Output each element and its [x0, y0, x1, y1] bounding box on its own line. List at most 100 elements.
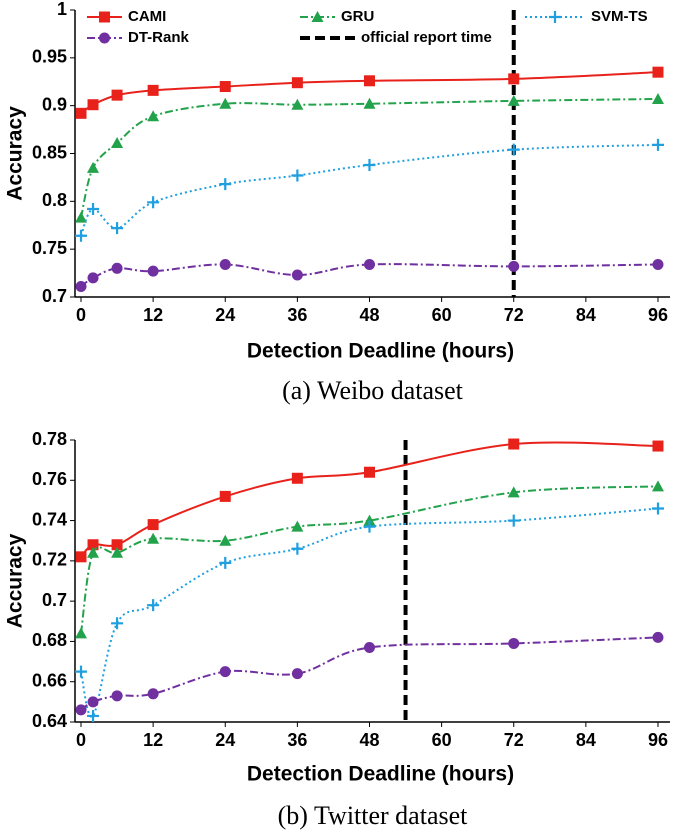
legend-label: SVM-TS: [591, 8, 648, 25]
marker: [363, 97, 376, 109]
y-tick-label: 0.9: [42, 94, 67, 114]
series-line: [80, 507, 659, 718]
marker: [363, 75, 375, 87]
marker: [147, 84, 159, 96]
series-line: [80, 485, 659, 634]
x-axis-label: Detection Deadline (hours): [247, 340, 514, 363]
y-tick-label: 0.8: [42, 190, 67, 210]
marker: [219, 666, 231, 678]
marker: [508, 637, 520, 649]
marker: [508, 438, 520, 450]
series-line: [80, 97, 658, 218]
marker: [219, 490, 231, 502]
y-tick-label: 0.76: [32, 469, 67, 489]
marker: [652, 440, 664, 452]
marker: [291, 472, 303, 484]
marker: [87, 546, 100, 558]
caption: (a) Weibo dataset: [282, 376, 464, 405]
y-tick-label: 0.72: [32, 550, 67, 570]
x-tick-label: 0: [76, 305, 86, 325]
x-tick-label: 96: [648, 305, 668, 325]
marker: [651, 502, 664, 515]
x-tick-label: 48: [359, 305, 379, 325]
marker: [75, 665, 88, 678]
marker: [508, 260, 520, 272]
marker: [75, 211, 88, 223]
marker: [147, 688, 159, 700]
marker: [147, 110, 160, 122]
marker: [652, 258, 664, 270]
y-tick-label: 0.64: [32, 711, 67, 731]
y-tick-label: 0.74: [32, 509, 67, 529]
marker: [363, 520, 376, 533]
x-tick-label: 72: [504, 730, 524, 750]
marker: [652, 66, 664, 78]
y-tick-label: 0.7: [42, 590, 67, 610]
marker: [147, 532, 160, 544]
x-tick-label: 48: [359, 730, 379, 750]
marker: [363, 514, 376, 526]
series-line: [80, 441, 658, 558]
x-tick-label: 24: [215, 730, 235, 750]
marker: [219, 97, 232, 109]
marker: [75, 551, 87, 563]
marker: [99, 11, 110, 23]
x-axis-label: Detection Deadline (hours): [247, 763, 514, 786]
y-tick-label: 0.85: [32, 142, 67, 162]
marker: [219, 258, 231, 270]
x-tick-label: 12: [143, 730, 163, 750]
x-tick-label: 36: [287, 305, 307, 325]
marker: [219, 178, 232, 191]
marker: [147, 519, 159, 531]
marker: [219, 81, 231, 93]
marker: [291, 520, 304, 532]
marker: [652, 631, 664, 643]
y-tick-label: 0.66: [32, 670, 67, 690]
marker: [111, 546, 124, 558]
series-line: [80, 143, 659, 237]
x-tick-label: 84: [576, 730, 596, 750]
legend-label: official report time: [361, 29, 492, 46]
chart: 0.7 0.75 0.8 0.85 0.9 0.95 1 0 12 24 36 48 60 72 84 96 A…: [4, 0, 670, 405]
caption: (b) Twitter dataset: [278, 801, 469, 830]
marker: [75, 229, 88, 242]
marker: [311, 11, 324, 22]
marker: [147, 196, 160, 209]
marker: [507, 514, 520, 527]
marker: [111, 539, 123, 551]
x-tick-label: 84: [576, 305, 596, 325]
legend-label: CAMI: [128, 8, 166, 25]
x-tick-label: 0: [76, 730, 86, 750]
marker: [291, 542, 304, 555]
chart: 0.64 0.66 0.68 0.7 0.72 0.74 0.76 0.78 0 12 24 36 48…: [4, 429, 670, 830]
marker: [651, 92, 664, 104]
marker: [111, 617, 124, 630]
x-tick-label: 60: [432, 305, 452, 325]
x-tick-label: 96: [648, 730, 668, 750]
marker: [507, 94, 520, 106]
x-tick-label: 72: [504, 305, 524, 325]
marker: [363, 258, 375, 270]
marker: [291, 77, 303, 89]
marker: [507, 143, 520, 156]
marker: [99, 32, 110, 44]
marker: [111, 222, 124, 235]
marker: [87, 202, 100, 215]
marker: [75, 107, 87, 119]
y-tick-label: 0.75: [32, 238, 67, 258]
marker: [87, 99, 99, 111]
y-axis-label: Accuracy: [4, 106, 27, 201]
marker: [87, 539, 99, 551]
x-tick-label: 36: [287, 730, 307, 750]
marker: [219, 534, 232, 546]
marker: [507, 486, 520, 498]
y-tick-label: 0.95: [32, 47, 67, 67]
marker: [549, 11, 561, 23]
marker: [147, 599, 160, 612]
marker: [651, 480, 664, 492]
y-tick-label: 0.68: [32, 630, 67, 650]
marker: [87, 696, 99, 708]
x-tick-label: 24: [215, 305, 235, 325]
marker: [291, 98, 304, 110]
